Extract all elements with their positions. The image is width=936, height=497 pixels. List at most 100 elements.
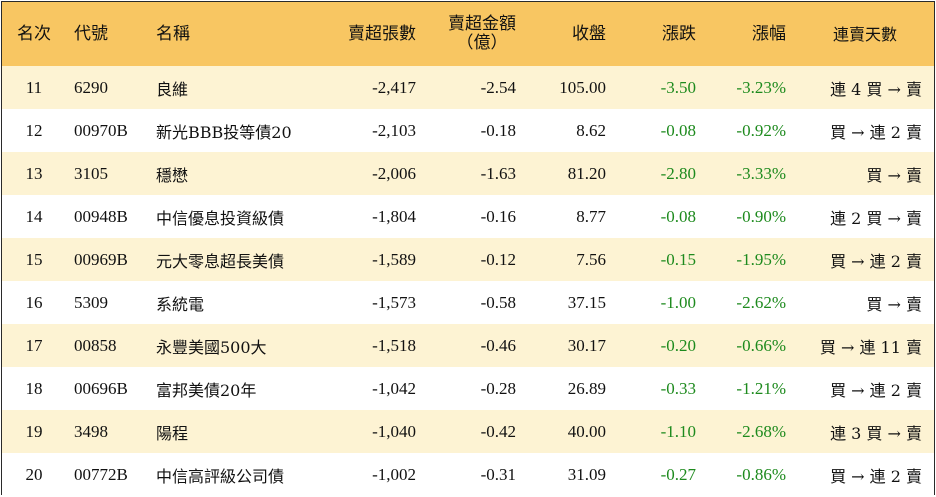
cell-name: 中信高評級公司債 (156, 466, 285, 486)
cell-code: 00948B (74, 206, 128, 226)
cell-code: 00858 (74, 335, 117, 355)
cell-change: -1.00 (660, 292, 696, 312)
cell-code: 5309 (74, 292, 108, 312)
cell-code: 6290 (74, 77, 108, 97)
cell-sell-amount: -0.46 (480, 335, 516, 355)
table-row: 20 00772B 中信高評級公司債 -1,002 -0.31 31.09 -0.27 -0.… (2, 453, 934, 496)
cell-close: 81.20 (567, 163, 606, 183)
cell-sell-amount: -0.16 (480, 206, 516, 226)
cell-code: 3498 (74, 421, 108, 441)
header-name: 名稱 (156, 23, 190, 44)
cell-sell-amount: -0.58 (480, 292, 516, 312)
cell-pct: -3.33% (736, 163, 786, 183)
table-header: 名次 代號 名稱 賣超張數 賣超金額 （億） 收盤 漲跌 漲幅 連賣天數 (2, 2, 934, 66)
header-sell-amount-label: 賣超金額 （億） (448, 15, 516, 53)
cell-streak: 連 2 買 → 賣 (830, 208, 922, 228)
cell-close: 8.77 (576, 206, 606, 226)
cell-sell-lots: -2,006 (372, 163, 416, 183)
header-sell-amount: 賣超金額 （億） (426, 2, 526, 66)
cell-pct: -2.68% (736, 421, 786, 441)
header-change: 漲跌 (662, 23, 696, 44)
cell-close: 37.15 (567, 292, 606, 312)
cell-rank: 16 (25, 292, 43, 312)
cell-code: 00969B (74, 249, 128, 269)
cell-pct: -1.95% (736, 249, 786, 269)
cell-streak: 買 → 連 2 賣 (830, 251, 922, 271)
cell-close: 40.00 (567, 421, 606, 441)
cell-rank: 12 (25, 120, 43, 140)
cell-change: -2.80 (660, 163, 696, 183)
header-sell-lots: 賣超張數 (348, 23, 416, 44)
cell-sell-amount: -2.54 (480, 77, 516, 97)
cell-name: 元大零息超長美債 (156, 251, 285, 271)
table-row: 19 3498 陽程 -1,040 -0.42 40.00 -1.10 -2.68% 連 3 買… (2, 410, 934, 453)
table-row: 15 00969B 元大零息超長美債 -1,589 -0.12 7.56 -0.15 -1.9… (2, 238, 934, 281)
cell-name: 永豐美國500大 (156, 337, 267, 357)
cell-pct: -0.92% (736, 120, 786, 140)
cell-sell-lots: -1,518 (372, 335, 416, 355)
cell-streak: 買 → 連 11 賣 (819, 337, 922, 357)
cell-change: -3.50 (660, 77, 696, 97)
cell-close: 30.17 (567, 335, 606, 355)
table-row: 16 5309 系統電 -1,573 -0.58 37.15 -1.00 -2.62% 買 → … (2, 281, 934, 324)
cell-close: 105.00 (559, 77, 606, 97)
cell-sell-lots: -1,042 (372, 378, 416, 398)
cell-sell-lots: -1,573 (372, 292, 416, 312)
cell-streak: 買 → 連 2 賣 (830, 380, 922, 400)
cell-sell-amount: -0.28 (480, 378, 516, 398)
cell-pct: -0.66% (736, 335, 786, 355)
cell-sell-lots: -1,804 (372, 206, 416, 226)
header-sell-amount-line1: 賣超金額 (448, 14, 516, 34)
cell-sell-amount: -0.18 (480, 120, 516, 140)
cell-close: 7.56 (576, 249, 606, 269)
cell-code: 00772B (74, 464, 128, 484)
cell-streak: 買 → 連 2 賣 (830, 466, 922, 486)
cell-sell-amount: -0.12 (480, 249, 516, 269)
cell-code: 3105 (74, 163, 108, 183)
cell-sell-amount: -0.42 (480, 421, 516, 441)
cell-sell-lots: -2,103 (372, 120, 416, 140)
cell-change: -0.27 (660, 464, 696, 484)
cell-change: -0.08 (660, 120, 696, 140)
cell-streak: 連 3 買 → 賣 (830, 423, 922, 443)
table-body: 11 6290 良維 -2,417 -2.54 105.00 -3.50 -3.23% 連 4 … (2, 66, 934, 496)
cell-close: 26.89 (567, 378, 606, 398)
cell-rank: 14 (25, 206, 43, 226)
cell-pct: -2.62% (736, 292, 786, 312)
cell-name: 穩懋 (156, 165, 189, 185)
cell-streak: 連 4 買 → 賣 (830, 79, 922, 99)
header-pct: 漲幅 (752, 23, 786, 44)
table-row: 17 00858 永豐美國500大 -1,518 -0.46 30.17 -0.20 -0.6… (2, 324, 934, 367)
table-row: 13 3105 穩懋 -2,006 -1.63 81.20 -2.80 -3.33% 買 → 賣 (2, 152, 934, 195)
cell-name: 良維 (156, 79, 189, 99)
cell-sell-amount: -1.63 (480, 163, 516, 183)
cell-close: 31.09 (567, 464, 606, 484)
cell-sell-amount: -0.31 (480, 464, 516, 484)
cell-change: -0.33 (660, 378, 696, 398)
cell-name: 中信優息投資級債 (156, 208, 285, 228)
cell-rank: 18 (25, 378, 43, 398)
cell-name: 陽程 (156, 423, 189, 443)
cell-rank: 17 (25, 335, 43, 355)
cell-rank: 15 (25, 249, 43, 269)
cell-change: -0.08 (660, 206, 696, 226)
cell-change: -0.20 (660, 335, 696, 355)
cell-streak: 買 → 連 2 賣 (830, 122, 922, 142)
cell-change: -1.10 (660, 421, 696, 441)
cell-code: 00696B (74, 378, 128, 398)
cell-sell-lots: -1,040 (372, 421, 416, 441)
cell-sell-lots: -1,589 (372, 249, 416, 269)
cell-sell-lots: -1,002 (372, 464, 416, 484)
table-row: 11 6290 良維 -2,417 -2.54 105.00 -3.50 -3.23% 連 4 … (2, 66, 934, 109)
cell-pct: -0.86% (736, 464, 786, 484)
header-sell-amount-line2: （億） (456, 33, 508, 53)
header-row: 名次 代號 名稱 賣超張數 賣超金額 （億） 收盤 漲跌 漲幅 連賣天數 (2, 2, 934, 66)
cell-change: -0.15 (660, 249, 696, 269)
cell-name: 新光BBB投等債20 (156, 122, 292, 142)
header-streak: 連賣天數 (832, 24, 897, 44)
cell-sell-lots: -2,417 (372, 77, 416, 97)
table-row: 14 00948B 中信優息投資級債 -1,804 -0.16 8.77 -0.08 -0.9… (2, 195, 934, 238)
cell-pct: -0.90% (736, 206, 786, 226)
